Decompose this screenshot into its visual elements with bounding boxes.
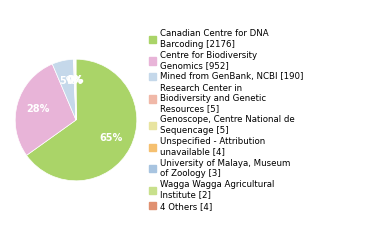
Wedge shape <box>27 59 137 181</box>
Text: 5%: 5% <box>59 77 76 86</box>
Wedge shape <box>52 59 76 120</box>
Wedge shape <box>75 59 76 120</box>
Wedge shape <box>75 59 76 120</box>
Text: 65%: 65% <box>100 133 123 143</box>
Text: 28%: 28% <box>26 104 50 114</box>
Text: 0%: 0% <box>66 76 83 85</box>
Wedge shape <box>15 64 76 155</box>
Wedge shape <box>73 59 76 120</box>
Text: 0%: 0% <box>68 76 84 85</box>
Wedge shape <box>74 59 76 120</box>
Legend: Canadian Centre for DNA
Barcoding [2176], Centre for Biodiversity
Genomics [952]: Canadian Centre for DNA Barcoding [2176]… <box>149 29 303 211</box>
Text: 0%: 0% <box>67 76 84 85</box>
Text: 0%: 0% <box>66 76 83 85</box>
Wedge shape <box>74 59 76 120</box>
